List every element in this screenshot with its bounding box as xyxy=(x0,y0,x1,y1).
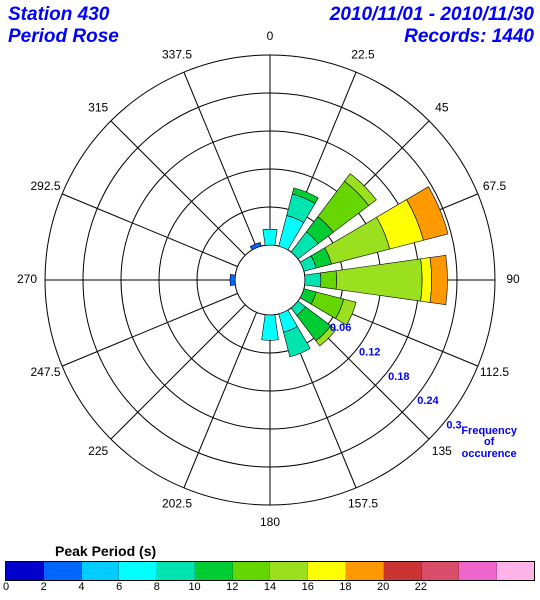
svg-text:0.24: 0.24 xyxy=(417,395,439,407)
svg-text:135: 135 xyxy=(432,444,452,458)
svg-text:202.5: 202.5 xyxy=(162,497,192,511)
svg-text:0.3: 0.3 xyxy=(446,420,461,432)
colorbar-tick: 20 xyxy=(377,581,389,593)
rose-svg: 0 22.5 45 67.5 90 112.5 135 157.5 180 202.5 225 247… xyxy=(0,0,540,540)
svg-text:22.5: 22.5 xyxy=(351,48,375,62)
svg-text:292.5: 292.5 xyxy=(30,179,60,193)
colorbar-gradient xyxy=(5,561,535,581)
frequency-axis-label: Frequencyofoccurence xyxy=(461,426,517,461)
ring-labels: 0.06 0.12 0.18 0.24 0.3 xyxy=(330,322,462,432)
colorbar-tick: 10 xyxy=(188,581,200,593)
colorbar-ticks: 0 2 4 6 8 10 12 14 16 18 20 22 xyxy=(5,581,535,595)
colorbar-segment xyxy=(119,562,157,580)
colorbar-tick: 18 xyxy=(339,581,351,593)
colorbar-segment xyxy=(346,562,384,580)
colorbar-segment xyxy=(459,562,497,580)
colorbar-tick: 0 xyxy=(3,581,9,593)
svg-text:0.12: 0.12 xyxy=(359,346,380,358)
colorbar-segment xyxy=(44,562,82,580)
colorbar-segment xyxy=(82,562,120,580)
svg-text:112.5: 112.5 xyxy=(480,365,509,379)
colorbar-segment xyxy=(233,562,271,580)
colorbar-tick: 14 xyxy=(264,581,276,593)
colorbar-tick: 12 xyxy=(226,581,238,593)
svg-text:0.06: 0.06 xyxy=(330,322,351,334)
svg-text:157.5: 157.5 xyxy=(348,497,378,511)
colorbar-tick: 22 xyxy=(415,581,427,593)
colorbar-segment xyxy=(422,562,460,580)
svg-text:225: 225 xyxy=(88,444,108,458)
colorbar: Peak Period (s) 0 2 4 6 8 10 12 14 16 18 20 22 xyxy=(5,543,535,595)
svg-text:315: 315 xyxy=(88,100,108,114)
colorbar-tick: 8 xyxy=(154,581,160,593)
svg-text:0: 0 xyxy=(267,29,274,43)
svg-text:67.5: 67.5 xyxy=(483,179,507,193)
colorbar-segment xyxy=(497,562,534,580)
svg-text:45: 45 xyxy=(435,100,449,114)
svg-text:90: 90 xyxy=(506,272,520,286)
colorbar-segment xyxy=(384,562,422,580)
colorbar-title: Peak Period (s) xyxy=(55,543,535,559)
colorbar-segment xyxy=(157,562,195,580)
colorbar-tick: 6 xyxy=(116,581,122,593)
colorbar-segment xyxy=(308,562,346,580)
colorbar-segment xyxy=(270,562,308,580)
svg-text:247.5: 247.5 xyxy=(30,365,60,379)
svg-text:180: 180 xyxy=(260,515,280,529)
colorbar-segment xyxy=(195,562,233,580)
svg-text:270: 270 xyxy=(17,272,37,286)
colorbar-tick: 2 xyxy=(41,581,47,593)
rose-chart-root: Station 430 Period Rose 2010/11/01 - 201… xyxy=(0,0,540,600)
colorbar-tick: 16 xyxy=(302,581,314,593)
svg-text:0.18: 0.18 xyxy=(388,371,409,383)
svg-text:337.5: 337.5 xyxy=(162,48,192,62)
colorbar-tick: 4 xyxy=(78,581,84,593)
colorbar-segment xyxy=(6,562,44,580)
